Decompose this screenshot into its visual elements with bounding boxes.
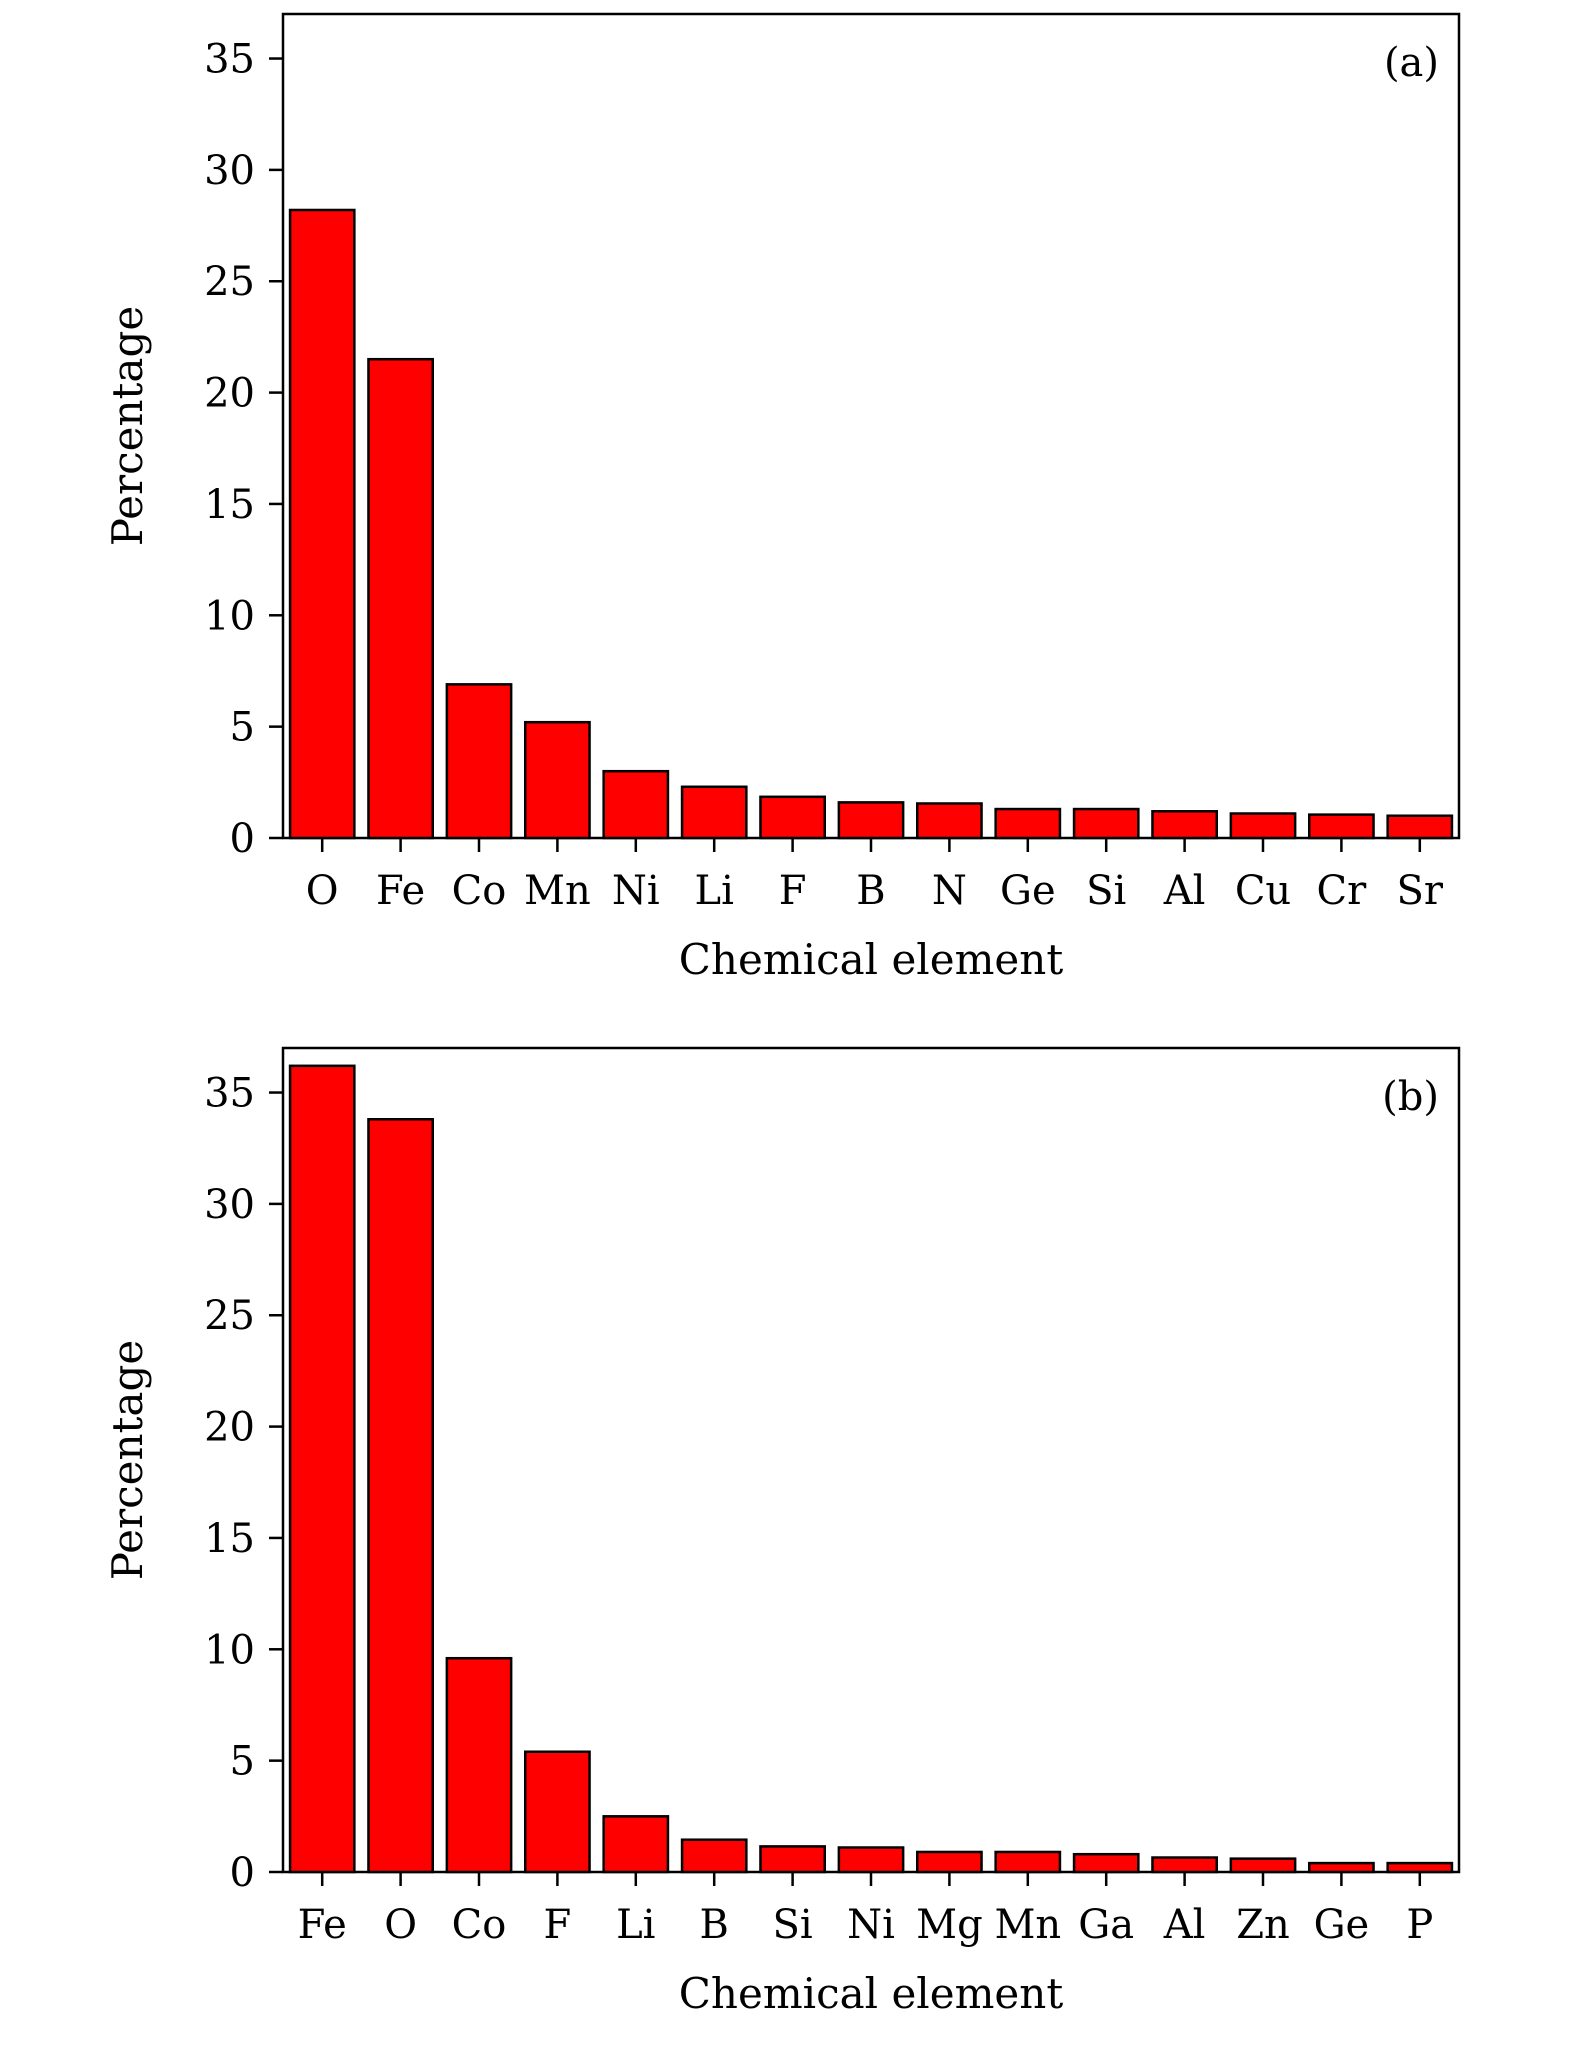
y-tick-label: 10 [204, 593, 255, 639]
x-tick-label: Co [452, 868, 507, 914]
bar-cu [1229, 812, 1297, 840]
x-tick-label: Mn [994, 1902, 1061, 1948]
x-tick-label: Li [695, 868, 734, 914]
y-tick-label: 20 [204, 1405, 255, 1451]
bar-fe [367, 357, 434, 840]
y-tick-label: 15 [204, 1516, 255, 1562]
bar-ga [1072, 1852, 1140, 1874]
x-tick-label: O [384, 1902, 417, 1948]
bar-al [1151, 810, 1218, 840]
y-tick-label: 0 [230, 1850, 255, 1896]
bar-o [367, 1118, 434, 1874]
x-tick-label: B [699, 1902, 728, 1948]
bar-co [445, 1656, 513, 1874]
bar-n [916, 802, 983, 840]
bar-cr [1308, 813, 1375, 840]
x-tick-label: P [1406, 1902, 1433, 1948]
y-tick-label: 5 [230, 1739, 255, 1785]
y-axis-title: Percentage [103, 306, 152, 546]
x-tick-label: Ge [1314, 1902, 1370, 1948]
bar-li [602, 1815, 670, 1874]
x-tick-label: Li [616, 1902, 655, 1948]
bar-sr [1386, 814, 1454, 840]
y-tick-label: 5 [230, 705, 255, 751]
y-tick-label: 10 [204, 1627, 255, 1673]
bar-f [524, 1750, 591, 1874]
panel-label: (a) [1384, 40, 1439, 86]
y-tick-label: 25 [204, 259, 255, 305]
x-tick-label: Al [1163, 868, 1206, 914]
bar-mg [916, 1850, 983, 1874]
x-tick-label: Cr [1317, 868, 1368, 914]
y-tick-label: 30 [204, 1182, 255, 1228]
x-tick-label: F [779, 868, 807, 914]
x-tick-label: Al [1163, 1902, 1206, 1948]
bar-b [837, 801, 905, 840]
x-tick-label: Fe [376, 868, 425, 914]
y-tick-label: 20 [204, 371, 255, 417]
x-tick-label: F [544, 1902, 572, 1948]
x-tick-label: O [306, 868, 339, 914]
bar-b [680, 1838, 748, 1874]
x-tick-label: Zn [1236, 1902, 1290, 1948]
bar-o [288, 208, 356, 840]
x-tick-label: Mn [524, 868, 591, 914]
x-tick-label: Mg [916, 1902, 983, 1948]
bar-co [445, 683, 513, 840]
y-axis-title: Percentage [103, 1340, 152, 1580]
y-tick-label: 35 [204, 1071, 255, 1117]
x-tick-label: Sr [1397, 868, 1444, 914]
panel-label: (b) [1382, 1074, 1439, 1120]
x-tick-label: B [856, 868, 885, 914]
x-tick-label: Si [772, 1902, 812, 1948]
bar-fe [288, 1064, 356, 1874]
x-tick-label: Ni [847, 1902, 895, 1948]
y-tick-label: 30 [204, 148, 255, 194]
bar-ge [994, 807, 1062, 840]
x-tick-label: Ga [1078, 1902, 1134, 1948]
x-tick-label: Si [1086, 868, 1126, 914]
x-tick-label: Ni [612, 868, 660, 914]
bar-zn [1229, 1857, 1297, 1874]
bar-mn [524, 720, 591, 840]
y-tick-label: 15 [204, 482, 255, 528]
bar-si [1072, 807, 1140, 840]
y-tick-label: 25 [204, 1293, 255, 1339]
bar-ge [1308, 1861, 1375, 1874]
x-tick-label: Fe [298, 1902, 347, 1948]
x-tick-label: N [932, 868, 967, 914]
x-tick-label: Co [452, 1902, 507, 1948]
chart-panel-b: 0 5 10 15 20 25 30 35 Fe O Co F Li B Si Ni Mg Mn Ga Al Zn Ge P… [103, 1046, 1461, 2018]
x-axis-title: Chemical element [679, 1969, 1064, 2018]
bar-al [1151, 1856, 1218, 1874]
x-tick-label: Ge [1000, 868, 1056, 914]
bar-si [759, 1845, 826, 1874]
bar-f [759, 795, 826, 840]
bar-ni [837, 1846, 905, 1874]
bar-li [680, 785, 748, 840]
bar-p [1386, 1861, 1454, 1874]
y-tick-label: 35 [204, 37, 255, 83]
x-axis-title: Chemical element [679, 935, 1064, 984]
bar-mn [994, 1850, 1062, 1874]
chart-panel-a: 0 5 10 15 20 25 30 35 O Fe Co Mn Ni Li F B N Ge Si Al Cu Cr Sr… [103, 12, 1461, 984]
y-tick-label: 0 [230, 816, 255, 862]
bar-ni [602, 769, 670, 840]
x-tick-label: Cu [1235, 868, 1291, 914]
